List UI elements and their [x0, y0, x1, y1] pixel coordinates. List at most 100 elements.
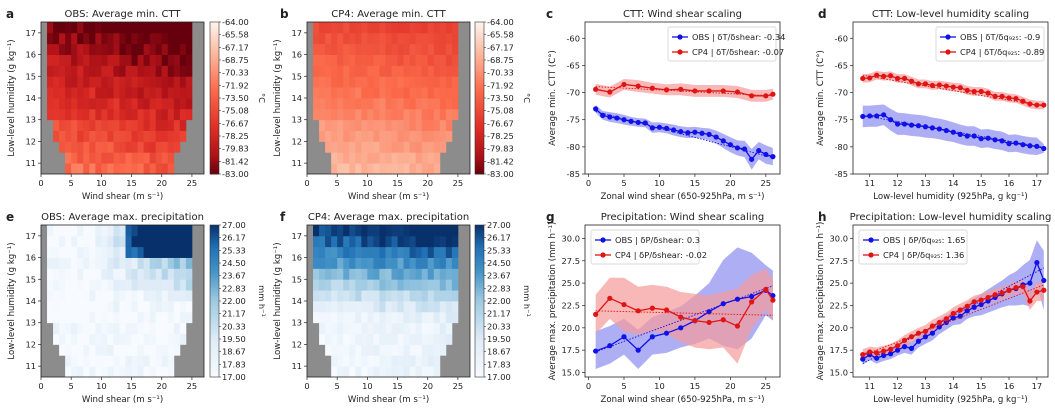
- y-tick-label: 20.0: [562, 323, 580, 333]
- heatmap-cell: [439, 119, 447, 131]
- heatmap-cell: [119, 22, 126, 34]
- heatmap-cell: [355, 54, 362, 66]
- colorbar-segment: [475, 82, 484, 86]
- colorbar-segment: [210, 42, 219, 46]
- heatmap-cell: [331, 322, 338, 334]
- heatmap-cell: [385, 108, 392, 121]
- heatmap-cell: [427, 43, 435, 55]
- colorbar-segment: [210, 24, 219, 28]
- data-point-obs: [770, 293, 776, 299]
- heatmap-cell: [445, 98, 453, 110]
- heatmap-cell: [89, 225, 96, 237]
- heatmap-cell: [77, 32, 84, 45]
- colorbar-segment: [210, 113, 219, 117]
- heatmap-cell: [149, 87, 157, 99]
- legend-series-name: OBS: [615, 235, 632, 245]
- heatmap-cell: [125, 163, 132, 175]
- colorbar-segment: [475, 235, 484, 239]
- colorbar-segment: [210, 158, 219, 162]
- heatmap-cell: [409, 279, 417, 291]
- legend-separator: |: [708, 47, 716, 57]
- heatmap-cell: [385, 87, 392, 99]
- colorbar-segment: [475, 108, 484, 112]
- heatmap-cell: [421, 290, 429, 302]
- heatmap-cell: [415, 43, 423, 55]
- heatmap-cell: [155, 268, 163, 280]
- heatmap-cell: [343, 141, 350, 153]
- heatmap-cell: [367, 130, 374, 142]
- heatmap-cell: [185, 225, 193, 237]
- heatmap-cell: [179, 119, 187, 131]
- heatmap-cell: [403, 301, 411, 313]
- colorbar-segment: [210, 295, 219, 299]
- heatmap-cell: [325, 311, 332, 324]
- heatmap-cell: [427, 98, 435, 110]
- heatmap-cell: [143, 235, 151, 248]
- heatmap-cell: [415, 130, 423, 142]
- heatmap-cell: [77, 22, 84, 34]
- legend-value: -0.89: [1023, 47, 1044, 57]
- heatmap-cell: [397, 119, 404, 131]
- heatmap-cell: [409, 43, 417, 55]
- legend-entry: CP4 | δP/δq₉₂₅: 1.36: [883, 250, 964, 260]
- heatmap-cell: [107, 225, 114, 237]
- heatmap-cell: [433, 366, 441, 378]
- heatmap-cell: [89, 290, 96, 302]
- colorbar-segment: [210, 130, 219, 134]
- heatmap-cell: [379, 301, 386, 313]
- heatmap-cell: [445, 311, 453, 324]
- heatmap-cell: [143, 43, 151, 55]
- colorbar-segment: [475, 374, 484, 378]
- axes: 11 12 13 14 15 16 17-85-80-75-70-65-60Low-leve…: [816, 7, 1049, 202]
- heatmap-cell: [319, 76, 326, 88]
- y-tick-label: -85: [834, 169, 848, 179]
- y-tick-label: -70: [834, 88, 848, 98]
- heatmap-cell: [155, 333, 163, 345]
- heatmap-cells: [307, 225, 470, 378]
- heatmap-cell: [343, 225, 350, 237]
- x-tick-label: 0: [586, 178, 591, 188]
- colorbar-segment: [475, 273, 484, 277]
- colorbar-segment: [475, 265, 484, 269]
- data-point-obs: [915, 123, 922, 129]
- colorbar-segment: [475, 260, 484, 264]
- x-tick-label: 14: [948, 381, 959, 391]
- heatmap-cell: [361, 152, 368, 164]
- heatmap-cell: [83, 333, 90, 345]
- heatmap-cell: [313, 32, 320, 45]
- heatmap-cell: [155, 130, 163, 142]
- heatmap-cell: [71, 279, 78, 291]
- colorbar-segment: [475, 290, 484, 294]
- heatmap-cell: [433, 344, 441, 356]
- y-tick-label: 12: [25, 136, 36, 146]
- heatmap-cell: [439, 333, 447, 345]
- heatmap-cell: [403, 290, 411, 302]
- heatmap-cell: [361, 119, 368, 131]
- colorbar-segment: [475, 138, 484, 142]
- heatmap-cell: [65, 235, 72, 248]
- legend-separator: |: [977, 32, 985, 42]
- heatmap-cell: [137, 130, 145, 142]
- legend-colon: :: [940, 250, 945, 260]
- heatmap-cell: [77, 268, 84, 280]
- heatmap-cell: [119, 98, 126, 110]
- colorbar-segment: [475, 301, 484, 305]
- heatmap-cell: [107, 76, 114, 88]
- heatmap-cell: [409, 322, 417, 334]
- heatmap-cell: [385, 141, 392, 153]
- heatmap-cell: [155, 279, 163, 291]
- colorbar-segment: [475, 306, 484, 310]
- heatmap-cell: [95, 279, 102, 291]
- heatmap-cell: [125, 344, 132, 356]
- colorbar-segment: [475, 313, 484, 317]
- heatmap-cell: [143, 268, 151, 280]
- heatmap-cell: [137, 54, 145, 66]
- heatmap-cell: [47, 76, 54, 88]
- heatmap-cell: [361, 301, 368, 313]
- heatmap-cell: [361, 225, 368, 237]
- heatmap-cell: [451, 98, 459, 110]
- heatmap-cell: [409, 163, 417, 175]
- heatmap-cell: [179, 54, 187, 66]
- heatmap-cell: [65, 32, 72, 45]
- data-point-cp4: [894, 75, 901, 82]
